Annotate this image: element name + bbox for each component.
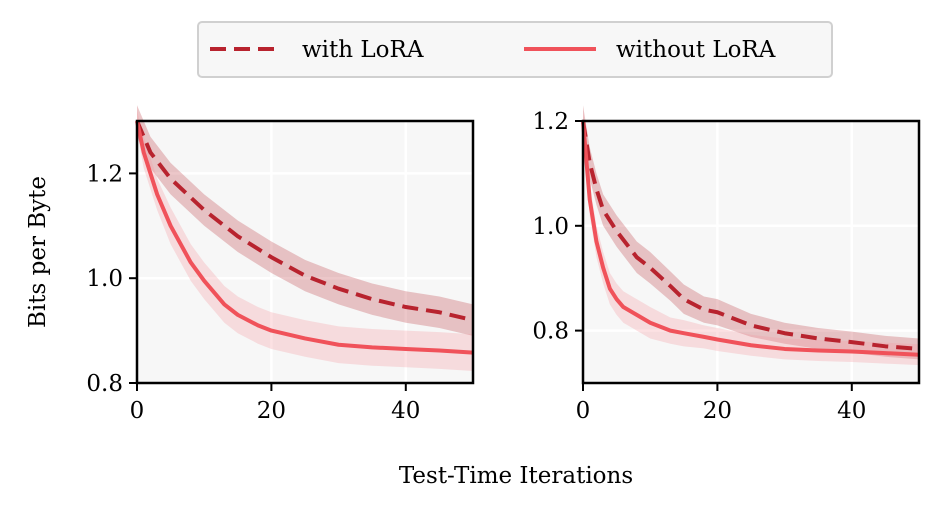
panel-right-line-with-lora — [581, 120, 920, 351]
panel-right-xtick-label-0: 0 — [576, 398, 591, 424]
legend-label-without-lora: without LoRA — [616, 37, 776, 63]
panel-left-ytick-label-2: 1.2 — [86, 161, 123, 187]
panel-left-grid — [137, 121, 473, 383]
panel-left-line-without-lora — [135, 120, 474, 355]
panel-right-xtick-label-1: 20 — [703, 398, 732, 424]
legend: with LoRA without LoRA — [197, 21, 833, 78]
panel-right-ytick-label-0: 0.8 — [532, 319, 569, 345]
panel-right-series — [581, 105, 920, 366]
panel-right-ticks: 0 20 40 0.8 1.0 1.2 — [532, 109, 866, 424]
panel-left-xtick-label-0: 0 — [130, 398, 145, 424]
panel-right-ytick-label-1: 1.0 — [532, 214, 569, 240]
panel-right-frame — [581, 119, 921, 385]
panel-left-frame — [135, 119, 475, 385]
panel-left-xtick-label-2: 40 — [391, 398, 420, 424]
panel-right-line-without-lora — [581, 120, 920, 357]
panel-left-ytick-label-0: 0.8 — [86, 371, 123, 397]
panel-right: 0 20 40 0.8 1.0 1.2 — [532, 105, 921, 424]
panel-left: 0 20 40 0.8 1.0 1.2 Bits per Byte — [25, 105, 475, 424]
panel-right-xtick-label-2: 40 — [837, 398, 866, 424]
panel-left-line-with-lora — [135, 120, 474, 323]
panel-left-ylabel: Bits per Byte — [25, 176, 51, 328]
panel-left-band-without-lora — [137, 110, 473, 371]
legend-frame — [197, 21, 833, 78]
panel-left-ticks: 0 20 40 0.8 1.0 1.2 — [86, 161, 420, 424]
panel-left-ytick-label-1: 1.0 — [86, 266, 123, 292]
shared-xlabel: Test-Time Iterations — [399, 463, 633, 489]
panel-right-ytick-label-2: 1.2 — [532, 109, 569, 135]
legend-label-with-lora: with LoRA — [302, 37, 424, 63]
panel-left-xtick-label-1: 20 — [257, 398, 286, 424]
panel-right-band-with-lora — [583, 105, 919, 360]
panel-right-background — [583, 121, 919, 383]
panel-left-series — [135, 105, 474, 371]
